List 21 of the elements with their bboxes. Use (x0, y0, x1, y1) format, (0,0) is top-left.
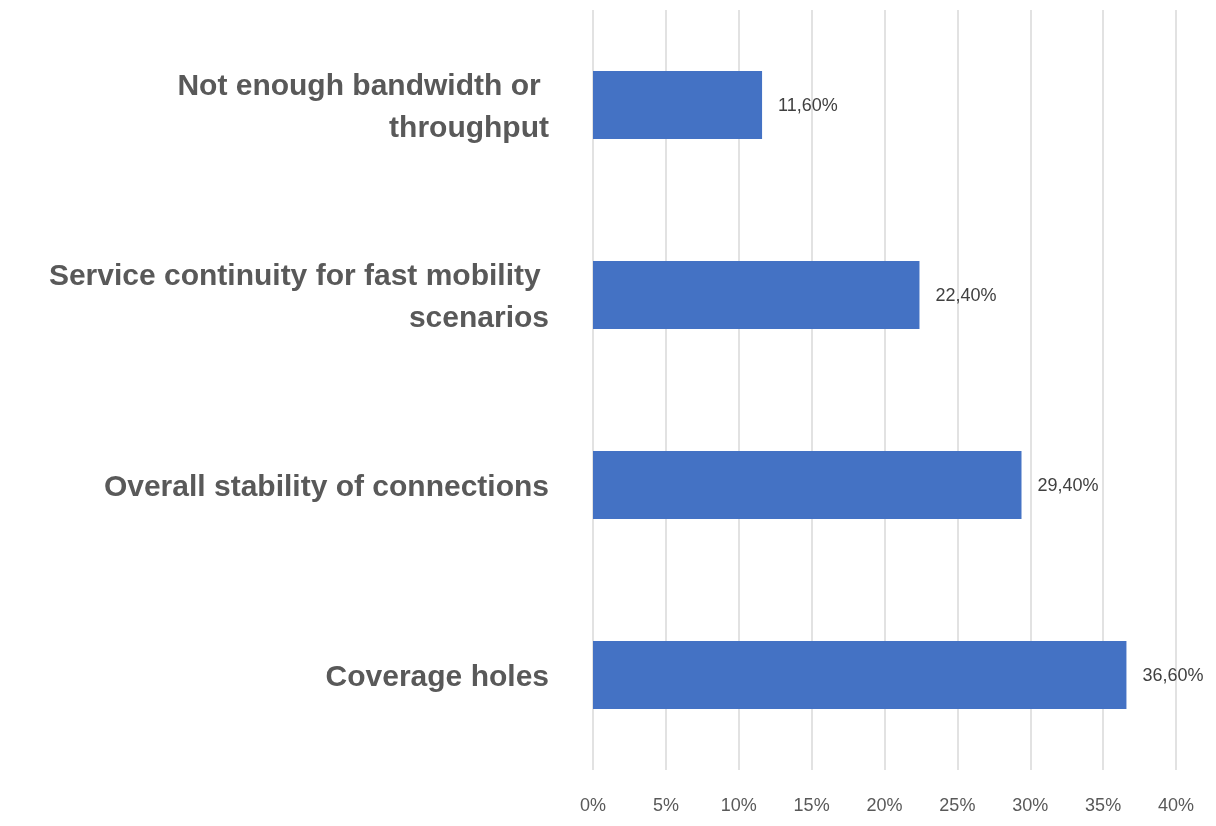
x-tick-label: 5% (652, 795, 679, 815)
data-label: 36,60% (1142, 665, 1204, 685)
x-tick-label: 20% (866, 795, 903, 815)
x-tick-label: 0% (579, 795, 607, 815)
x-tick-label: 30% (1012, 795, 1049, 815)
data-label: 29,40% (1037, 475, 1099, 495)
x-tick-label: 25% (939, 795, 976, 815)
bar (593, 451, 1022, 519)
y-tick-label: Service continuity for fast mobility scenarios (48, 257, 549, 333)
bar (593, 261, 920, 329)
y-tick-label: Coverage holes (325, 658, 549, 692)
data-label: 11,60% (778, 95, 838, 115)
x-tick-label: 15% (793, 795, 830, 815)
bar (593, 641, 1127, 709)
data-label: 22,40% (935, 285, 997, 305)
y-tick-label: Not enough bandwidth or throughput (177, 67, 549, 143)
x-tick-label: 40% (1157, 795, 1195, 815)
bar (593, 71, 763, 139)
x-tick-label: 35% (1085, 795, 1122, 815)
x-tick-label: 10% (720, 795, 757, 815)
y-tick-label: Overall stability of connections (103, 468, 549, 502)
